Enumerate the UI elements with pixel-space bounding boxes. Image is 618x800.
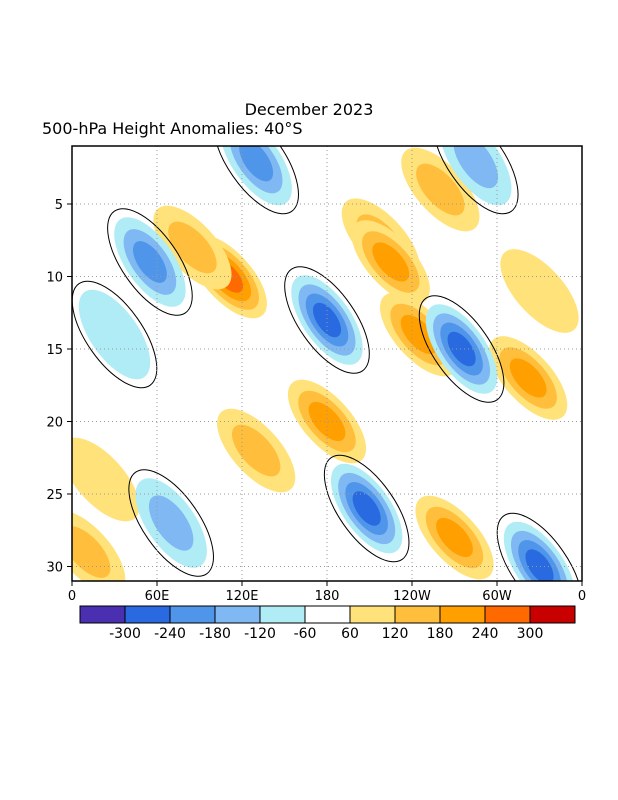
anomaly-trough-21	[78, 289, 151, 380]
zero-contour-2	[284, 266, 370, 374]
y-tick-label-5: 30	[46, 561, 63, 576]
zero-contour-5	[496, 512, 582, 581]
anomaly-trough-18	[503, 521, 576, 581]
anomaly-level-12-1	[416, 163, 465, 216]
colorbar-label-1: -240	[154, 626, 186, 642]
y-tick-label-1: 10	[46, 271, 63, 286]
anomaly-level-3-1	[168, 221, 217, 274]
anomaly-level-14-2	[239, 146, 274, 182]
colorbar-label-0: -300	[109, 626, 141, 642]
colorbar-swatch-1	[124, 605, 171, 624]
anomaly-ridge-5	[489, 336, 568, 420]
anomaly-level-20-1	[148, 495, 194, 551]
anomaly-level-5-2	[509, 358, 547, 398]
anomaly-ridge-3	[153, 205, 232, 290]
x-tick-label-6: 0	[578, 589, 586, 604]
x-tick-label-1: 60E	[145, 589, 170, 604]
anomaly-trough-13	[114, 217, 186, 307]
colorbar-label-3: -120	[244, 626, 276, 642]
anomaly-ridge-12	[401, 147, 480, 232]
colorbar-label-9: 300	[517, 626, 544, 642]
y-tick-label-4: 25	[46, 488, 63, 503]
zero-contour-8	[72, 280, 158, 389]
y-tick-label-0: 5	[55, 198, 63, 213]
anomaly-ridge-9	[217, 408, 296, 493]
zero-contour-3	[418, 295, 505, 403]
zero-contour-1	[213, 146, 299, 215]
anomaly-trough-16	[425, 304, 498, 394]
colorbar-swatch-5	[304, 605, 351, 624]
chart-subtitle: 500-hPa Height Anomalies: 40°S	[42, 119, 303, 138]
colorbar-swatch-2	[169, 605, 216, 624]
y-tick-label-2: 15	[46, 343, 63, 358]
anomaly-trough-17	[330, 463, 403, 554]
anomaly-level-10-0	[72, 437, 140, 522]
anomaly-ridge-11	[72, 510, 126, 581]
x-tick-label-2: 120E	[225, 589, 258, 604]
y-tick-label-3: 20	[46, 416, 63, 431]
colorbar-label-5: 60	[341, 626, 359, 642]
anomaly-level-17-3	[352, 491, 381, 526]
anomaly-ridge-4	[500, 249, 579, 333]
zero-contour-7	[128, 469, 214, 577]
zero-contour-0	[107, 208, 193, 316]
anomaly-level-7-2	[400, 314, 438, 355]
anomaly-ridge-6	[287, 379, 367, 464]
x-tick-label-4: 120W	[393, 589, 431, 604]
anomaly-level-21-0	[78, 289, 151, 380]
colorbar-label-7: 180	[427, 626, 454, 642]
anomaly-level-1-2	[372, 242, 410, 282]
colorbar-swatch-0	[79, 605, 126, 624]
anomaly-level-16-3	[447, 331, 476, 367]
x-tick-label-3: 180	[315, 589, 340, 604]
anomaly-trough-14	[220, 146, 292, 206]
x-tick-label-5: 60W	[482, 589, 512, 604]
colorbar-swatch-9	[484, 605, 531, 624]
anomaly-level-15-3	[312, 302, 342, 338]
colorbar-label-4: -60	[294, 626, 317, 642]
colorbar-swatch-10	[529, 605, 576, 624]
zero-contour-4	[323, 454, 410, 563]
anomaly-ridge-1	[351, 220, 430, 304]
colorbar-swatch-8	[439, 605, 486, 624]
colorbar-label-2: -180	[199, 626, 231, 642]
x-tick-label-0: 0	[68, 589, 76, 604]
anomaly-level-11-1	[72, 526, 111, 578]
colorbar-swatch-3	[214, 605, 261, 624]
anomaly-level-18-3	[525, 549, 554, 581]
anomaly-ridge-10	[72, 437, 140, 522]
anomaly-level-8-2	[436, 517, 473, 558]
colorbar-swatch-4	[259, 605, 306, 624]
anomaly-level-4-0	[500, 249, 579, 333]
colorbar-swatch-6	[349, 605, 396, 624]
anomaly-trough-15	[291, 275, 363, 365]
colorbar-swatch-7	[394, 605, 441, 624]
anomaly-level-9-1	[231, 424, 281, 477]
anomaly-trough-20	[135, 478, 207, 568]
chart-title: December 2023	[244, 100, 374, 119]
zero-contour-6	[432, 146, 519, 215]
colorbar-label-8: 240	[472, 626, 499, 642]
anomaly-level-13-2	[133, 241, 167, 283]
anomaly-level-6-2	[308, 401, 346, 442]
colorbar-label-6: 120	[382, 626, 409, 642]
anomaly-ridge-8	[415, 495, 494, 580]
